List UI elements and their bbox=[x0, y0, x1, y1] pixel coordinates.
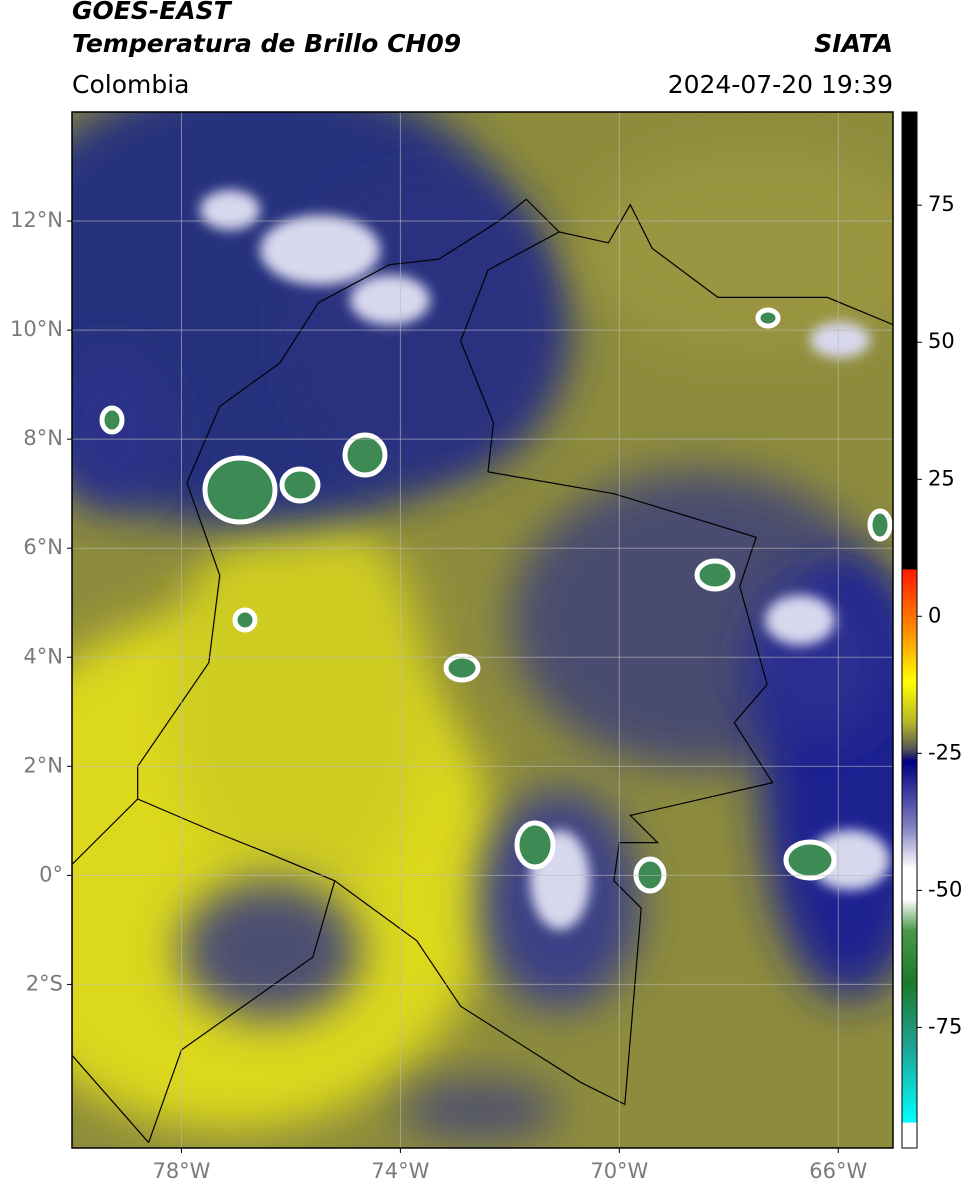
lat-tick-label: 2°N bbox=[23, 753, 63, 777]
cold-cloud bbox=[765, 595, 835, 645]
lat-tick-label: 6°N bbox=[23, 535, 63, 559]
subtitle: Temperatura de Brillo CH09 bbox=[72, 29, 461, 58]
title: GOES-EAST bbox=[72, 0, 233, 25]
colorbar-tick-label: -75 bbox=[928, 1014, 962, 1038]
colorbar-tick-label: 25 bbox=[928, 466, 955, 490]
cloud-region bbox=[180, 880, 360, 1020]
convective-cell bbox=[279, 466, 321, 504]
lat-tick-label: 10°N bbox=[10, 317, 63, 341]
colorbar bbox=[901, 111, 918, 1149]
lat-tick-label: 2°S bbox=[26, 971, 63, 995]
lat-tick-label: 12°N bbox=[10, 208, 63, 232]
border bbox=[558, 203, 893, 326]
convective-cell bbox=[443, 653, 481, 683]
cold-cloud bbox=[260, 215, 380, 285]
lon-tick-label: 74°W bbox=[371, 1159, 429, 1183]
lon-tick-label: 66°W bbox=[809, 1159, 867, 1183]
convective-cell bbox=[694, 558, 736, 592]
lat-tick-label: 8°N bbox=[23, 426, 63, 450]
convective-cell bbox=[514, 820, 556, 870]
colorbar-tick-label: 50 bbox=[928, 329, 955, 353]
convective-cell bbox=[232, 607, 258, 633]
convective-cell bbox=[99, 405, 125, 435]
border bbox=[137, 198, 774, 1106]
convective-cell bbox=[783, 839, 837, 881]
lon-tick-label: 78°W bbox=[152, 1159, 210, 1183]
map-imagery bbox=[72, 112, 893, 1148]
region: Colombia bbox=[72, 70, 189, 99]
colorbar-tick-label: -50 bbox=[928, 877, 962, 901]
map-frame bbox=[71, 111, 894, 1149]
convective-cell bbox=[342, 432, 388, 478]
border bbox=[72, 798, 150, 1143]
convective-cell bbox=[867, 508, 893, 542]
cold-cloud bbox=[810, 322, 870, 358]
cloud-region bbox=[580, 150, 893, 350]
convective-cell bbox=[202, 455, 278, 525]
cold-cloud bbox=[200, 190, 260, 230]
source: SIATA bbox=[814, 29, 893, 58]
lat-tick-label: 4°N bbox=[23, 644, 63, 668]
cold-cloud bbox=[350, 275, 430, 325]
colorbar-tick-label: 75 bbox=[928, 192, 955, 216]
cloud-region bbox=[170, 500, 430, 900]
lat-tick-label: 0° bbox=[39, 862, 63, 886]
colorbar-tick-label: 0 bbox=[928, 603, 941, 627]
datetime: 2024-07-20 19:39 bbox=[668, 70, 893, 99]
border bbox=[148, 880, 336, 1143]
lon-tick-label: 70°W bbox=[590, 1159, 648, 1183]
cloud-region bbox=[400, 1080, 560, 1140]
colorbar-tick-label: -25 bbox=[928, 740, 962, 764]
convective-cell bbox=[755, 307, 781, 329]
